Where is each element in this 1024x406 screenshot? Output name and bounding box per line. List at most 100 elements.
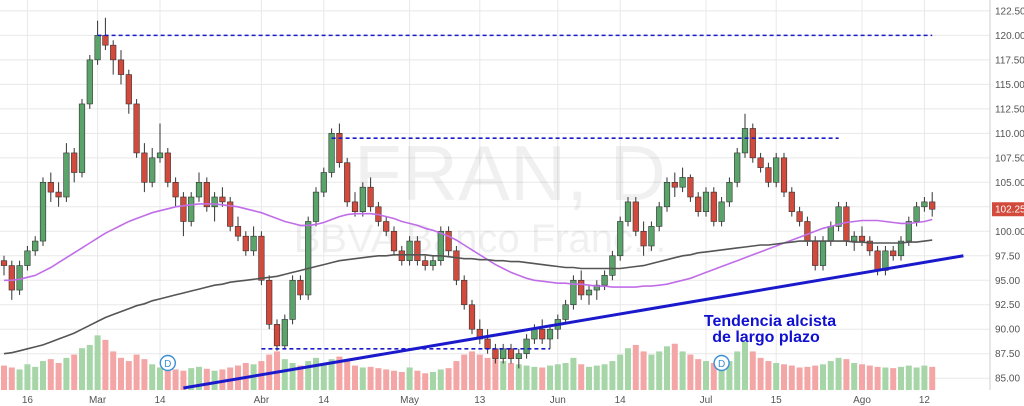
volume-bar <box>149 364 156 390</box>
volume-bar <box>469 351 475 390</box>
y-tick-label: 117.50 <box>995 55 1024 66</box>
volume-bar <box>164 365 171 390</box>
candle-body <box>632 201 639 232</box>
volume-bar <box>40 361 46 390</box>
y-tick-label: 97.50 <box>995 251 1020 262</box>
candle-body <box>195 182 203 198</box>
candle-body <box>593 284 600 291</box>
y-tick-label: 120.00 <box>995 31 1024 42</box>
candle-body <box>515 353 522 359</box>
volume-bar <box>656 351 663 390</box>
candle-body <box>156 152 164 159</box>
candle <box>921 197 928 212</box>
volume-bar <box>554 364 561 390</box>
candle <box>320 167 327 197</box>
volume-bar <box>586 366 592 390</box>
candle-body <box>422 260 429 266</box>
dividend-marker-1: D <box>713 354 730 372</box>
candle-body <box>234 226 242 237</box>
candle <box>203 177 210 212</box>
candle-body <box>804 221 811 242</box>
volume-bar <box>453 361 460 390</box>
candle <box>445 226 452 256</box>
volume-bar <box>63 357 70 390</box>
volume-bar <box>625 348 631 390</box>
volume-bar <box>383 369 390 390</box>
candle-body <box>531 328 538 340</box>
candle-body <box>125 74 132 105</box>
volume-bar <box>640 351 647 390</box>
candle <box>273 319 281 351</box>
candle <box>94 20 101 65</box>
volume-bar <box>344 361 351 390</box>
candle <box>710 187 717 227</box>
volume-bar <box>749 351 756 390</box>
candle <box>156 123 164 163</box>
volume-bar <box>562 363 569 390</box>
volume-bar <box>86 345 93 390</box>
y-tick-label: 105.00 <box>995 178 1024 189</box>
candle-body <box>819 240 827 266</box>
candle <box>687 174 694 202</box>
candle-body <box>578 279 585 296</box>
candle-body <box>929 201 936 210</box>
candle <box>398 245 405 266</box>
volume-bar <box>102 339 109 390</box>
candle-body <box>71 152 78 173</box>
candle <box>796 206 803 227</box>
candle <box>71 148 78 183</box>
candle <box>367 177 374 212</box>
candle-body <box>390 230 398 252</box>
y-axis: 85.00 87.50 90.00 92.50 95.00 97.50 100.00 102.… <box>989 0 1024 390</box>
candle <box>679 167 686 193</box>
x-tick-label: Jun <box>550 395 566 406</box>
candle <box>757 152 764 173</box>
candle <box>242 231 249 256</box>
candle <box>344 157 351 207</box>
candle-body <box>188 196 195 222</box>
volume-bar <box>804 366 811 390</box>
volume-bar <box>1 365 7 390</box>
volume-bar <box>305 361 312 390</box>
candle-body <box>468 304 476 330</box>
candle-body <box>570 279 577 306</box>
volume-bar <box>352 365 358 390</box>
candle-body <box>843 206 850 242</box>
candle-body <box>546 328 554 340</box>
candle-body <box>858 235 866 242</box>
annotation-line-1: Tendencia alcista <box>704 313 836 330</box>
candle <box>523 334 530 359</box>
candle <box>780 152 788 197</box>
candle-body <box>624 201 632 222</box>
candle <box>578 270 585 300</box>
candle <box>359 182 366 217</box>
volume-bar <box>515 364 522 390</box>
volume-bar <box>125 361 132 390</box>
candle-body <box>149 157 156 183</box>
volume-bar <box>391 370 397 390</box>
candle-body <box>663 182 671 208</box>
volume-bar <box>414 370 421 390</box>
candle-body <box>500 348 507 359</box>
volume-bar <box>297 365 304 390</box>
candle <box>749 123 756 163</box>
candle-body <box>866 240 873 252</box>
volume-bar <box>843 359 850 390</box>
candle-body <box>312 191 320 222</box>
candle <box>149 148 156 188</box>
x-tick-label: Mar <box>89 395 107 406</box>
volume-bar <box>313 357 319 390</box>
dividend-marker-label: D <box>164 359 171 370</box>
volume-bar <box>882 367 889 390</box>
candle <box>585 285 593 305</box>
candle-body <box>687 177 694 198</box>
candle <box>164 148 171 188</box>
candle-body <box>351 201 359 212</box>
candle-body <box>250 235 257 252</box>
volume-bar <box>8 367 15 390</box>
candle-body <box>695 196 702 212</box>
volume-bar <box>718 364 725 390</box>
candle <box>32 236 39 256</box>
candle <box>117 50 125 85</box>
